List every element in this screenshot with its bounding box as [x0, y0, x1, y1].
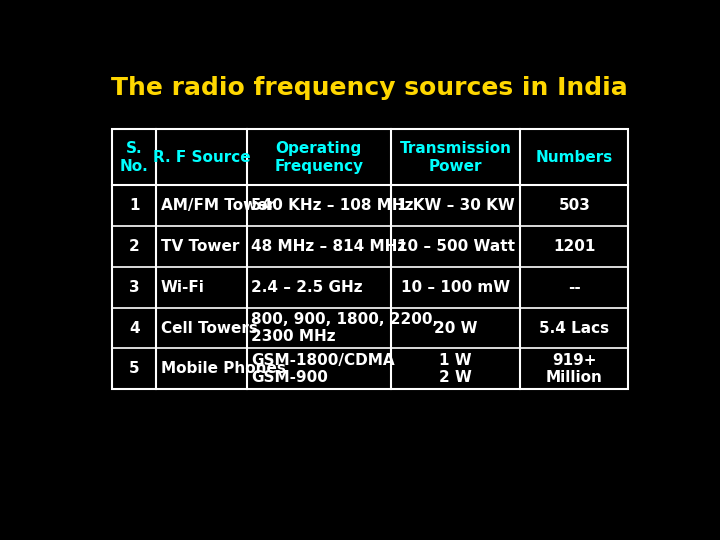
Text: 20 W: 20 W: [434, 321, 477, 335]
Text: 1 W
2 W: 1 W 2 W: [439, 353, 472, 385]
Text: 1 KW – 30 KW: 1 KW – 30 KW: [397, 198, 514, 213]
Text: Numbers: Numbers: [536, 150, 613, 165]
Text: 503: 503: [558, 198, 590, 213]
Text: Operating
Frequency: Operating Frequency: [274, 141, 364, 173]
Text: 48 MHz – 814 MHz: 48 MHz – 814 MHz: [251, 239, 406, 254]
Text: 800, 900, 1800, 2200,
2300 MHz: 800, 900, 1800, 2200, 2300 MHz: [251, 312, 438, 344]
Text: The radio frequency sources in India: The radio frequency sources in India: [111, 76, 627, 100]
Text: 10 – 500 Watt: 10 – 500 Watt: [397, 239, 515, 254]
Text: 10 – 100 mW: 10 – 100 mW: [401, 280, 510, 295]
Text: --: --: [568, 280, 580, 295]
Text: 540 KHz – 108 MHz: 540 KHz – 108 MHz: [251, 198, 413, 213]
Text: 5.4 Lacs: 5.4 Lacs: [539, 321, 609, 335]
Text: 1201: 1201: [553, 239, 595, 254]
Text: GSM-1800/CDMA
GSM-900: GSM-1800/CDMA GSM-900: [251, 353, 395, 385]
Text: Cell Towers: Cell Towers: [161, 321, 258, 335]
Text: TV Tower: TV Tower: [161, 239, 239, 254]
Text: 2.4 – 2.5 GHz: 2.4 – 2.5 GHz: [251, 280, 363, 295]
Text: Mobile Phones: Mobile Phones: [161, 361, 286, 376]
Text: Wi-Fi: Wi-Fi: [161, 280, 204, 295]
Bar: [112, 129, 629, 389]
Text: Transmission
Power: Transmission Power: [400, 141, 511, 173]
Text: 5: 5: [129, 361, 140, 376]
Text: AM/FM Tower: AM/FM Tower: [161, 198, 275, 213]
Text: 2: 2: [129, 239, 140, 254]
Text: 1: 1: [129, 198, 140, 213]
Text: S.
No.: S. No.: [120, 141, 148, 173]
Text: 3: 3: [129, 280, 140, 295]
Text: 919+
Million: 919+ Million: [546, 353, 603, 385]
Text: 4: 4: [129, 321, 140, 335]
Text: R. F Source: R. F Source: [153, 150, 250, 165]
